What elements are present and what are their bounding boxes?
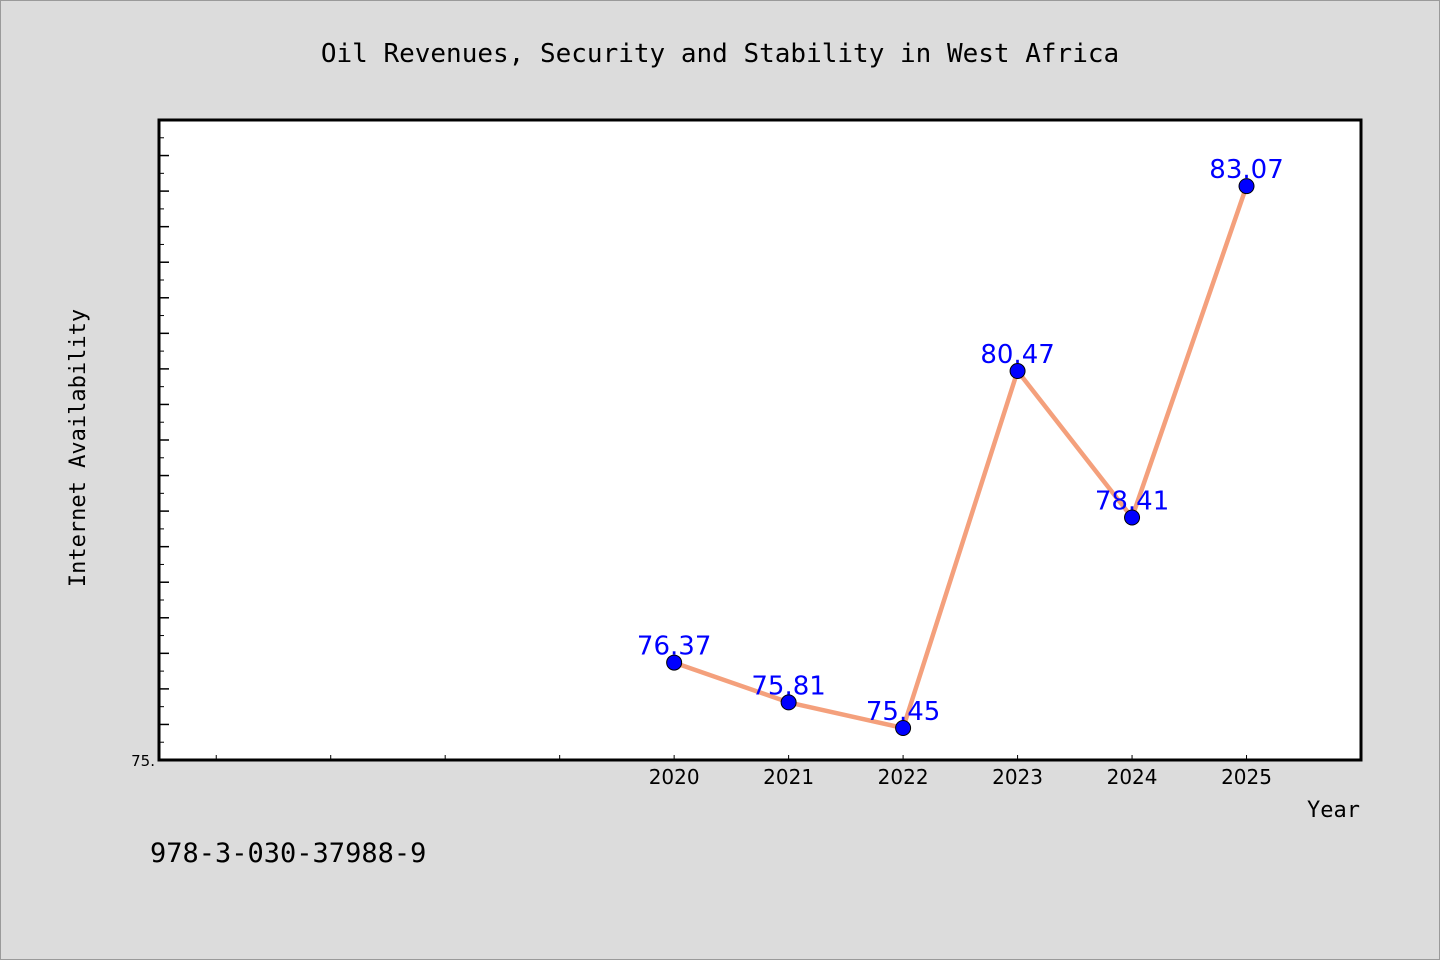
data-point [666,654,683,671]
plot-area [157,118,1363,762]
data-point [1009,363,1026,380]
data-point [780,694,797,711]
x-tick-label: 2023 [992,765,1043,789]
axis-ticks [159,119,1362,761]
x-tick-label: 2022 [878,765,929,789]
x-tick-labels: 2020 2021 2022 2023 2024 2025 [649,765,1272,789]
y-tick-labels: 75. [131,752,155,770]
chart-title: Oil Revenues, Security and Stability in … [321,39,1119,69]
data-label: 83.07 [1209,155,1283,185]
data-point [1238,178,1255,195]
series-line [673,185,1249,731]
data-label: 76.37 [637,632,711,662]
x-tick-label: 2025 [1221,765,1272,789]
y-axis-label: Internet Availability [66,309,91,587]
data-label: 75.45 [866,697,940,727]
x-tick-label: 2024 [1107,765,1158,789]
data-labels: 76.37 75.81 75.45 80.47 78.41 83.07 [637,155,1284,727]
data-point [895,720,912,736]
y-tick-label: 75. [131,752,155,770]
data-point [1124,509,1141,526]
data-label: 75.81 [751,671,825,701]
x-tick-label: 2020 [649,765,700,789]
data-label: 80.47 [980,340,1054,370]
isbn-note: 978-3-030-37988-9 [150,838,426,869]
data-label: 78.41 [1095,487,1169,517]
x-tick-label: 2021 [763,765,814,789]
data-series [666,178,1255,736]
x-axis-label: Year [1307,798,1360,823]
